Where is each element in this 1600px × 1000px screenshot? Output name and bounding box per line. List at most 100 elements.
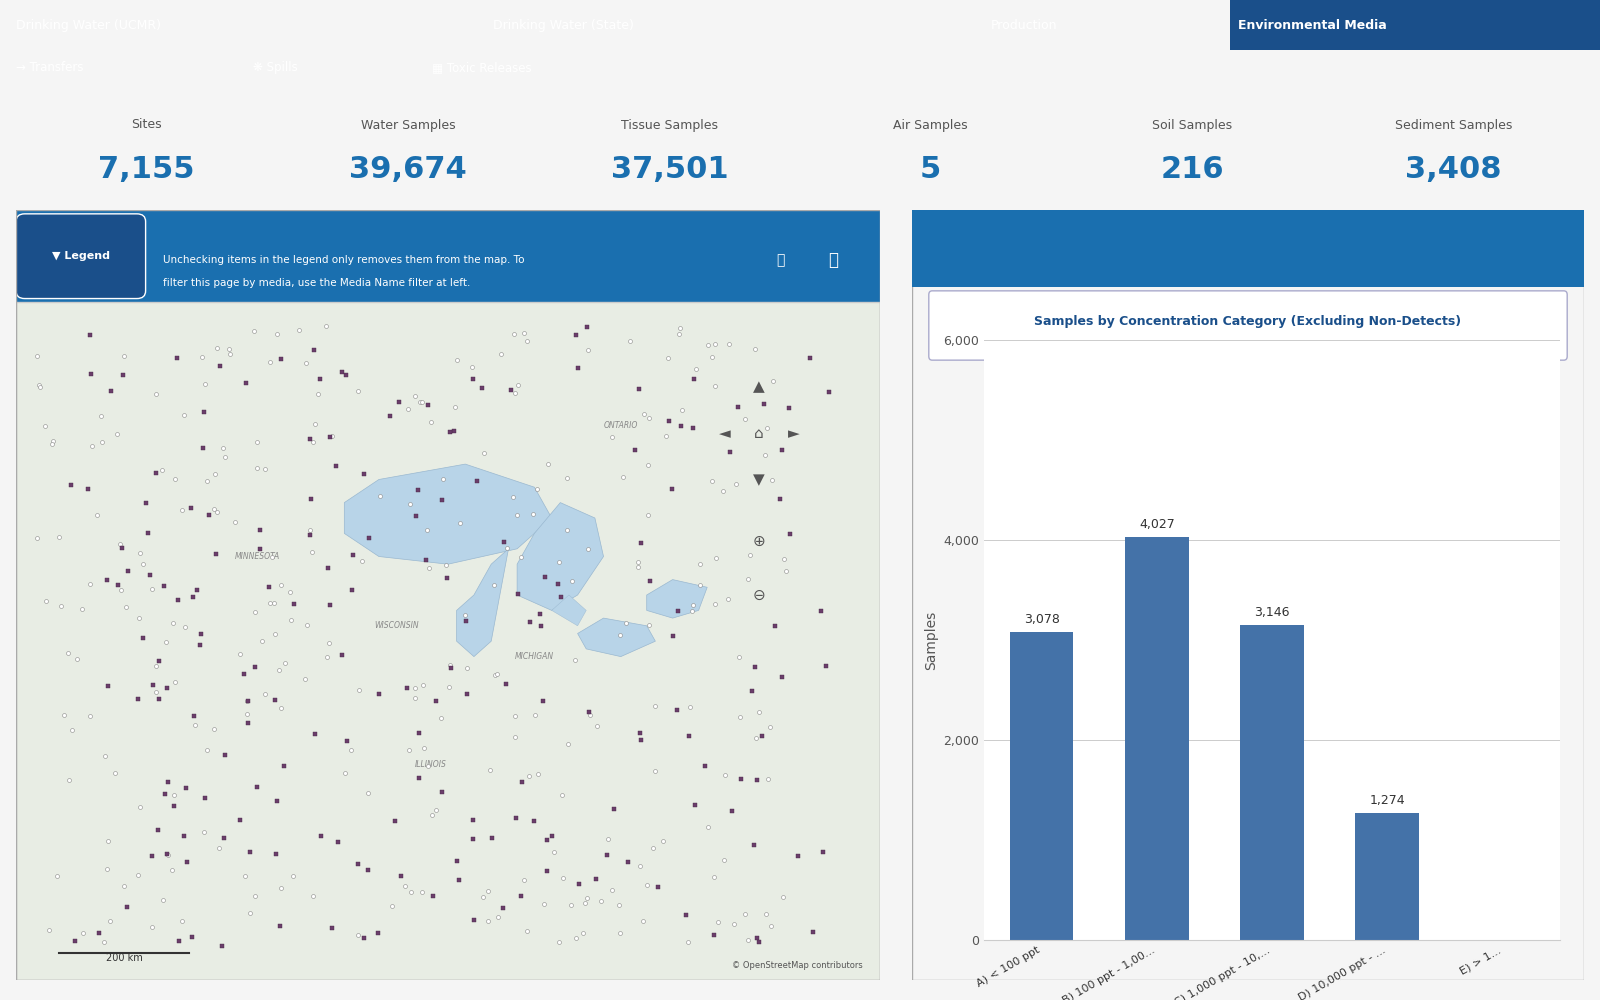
Point: [139, 848, 165, 864]
Point: [522, 707, 547, 723]
Point: [717, 336, 742, 352]
Point: [525, 481, 550, 497]
Point: [170, 502, 195, 518]
Point: [726, 399, 752, 415]
Point: [810, 844, 835, 860]
Point: [464, 473, 490, 489]
Point: [475, 883, 501, 899]
Point: [744, 730, 770, 746]
Point: [234, 375, 259, 391]
Point: [56, 772, 82, 788]
Point: [94, 572, 120, 588]
Point: [309, 828, 334, 844]
Point: [664, 603, 690, 619]
Point: [307, 371, 333, 387]
Point: [230, 666, 256, 682]
Point: [501, 326, 526, 342]
Point: [470, 889, 496, 905]
Point: [635, 507, 661, 523]
Point: [315, 635, 341, 651]
Point: [618, 333, 643, 349]
Point: [702, 336, 728, 352]
Point: [190, 824, 216, 840]
Point: [742, 659, 768, 675]
Point: [210, 440, 235, 456]
Point: [206, 358, 232, 374]
Point: [470, 445, 496, 461]
Point: [77, 327, 102, 343]
Point: [627, 858, 653, 874]
Point: [667, 320, 693, 336]
Point: [165, 592, 190, 608]
Point: [330, 364, 355, 380]
Point: [195, 473, 221, 489]
Point: [574, 890, 600, 906]
Point: [246, 522, 272, 538]
Point: [755, 420, 781, 436]
Point: [421, 888, 446, 904]
Point: [446, 872, 472, 888]
Point: [58, 477, 83, 493]
Point: [45, 868, 70, 884]
Point: [94, 833, 120, 849]
Point: [315, 649, 341, 665]
Point: [498, 382, 523, 398]
Point: [203, 546, 229, 562]
Polygon shape: [552, 595, 586, 626]
Point: [379, 898, 405, 914]
Point: [738, 547, 763, 563]
Point: [77, 708, 102, 724]
Text: ILLINOIS: ILLINOIS: [414, 760, 446, 769]
Text: 📷: 📷: [776, 253, 784, 267]
Point: [554, 470, 579, 486]
Point: [125, 867, 150, 883]
Point: [286, 322, 312, 338]
Point: [346, 383, 371, 399]
Point: [531, 569, 557, 585]
Point: [162, 674, 187, 690]
Point: [629, 732, 654, 748]
Point: [502, 708, 528, 724]
Point: [232, 868, 258, 884]
Point: [85, 507, 110, 523]
Point: [78, 438, 104, 454]
Point: [378, 408, 403, 424]
Point: [59, 722, 85, 738]
Point: [107, 536, 133, 552]
Point: [626, 381, 651, 397]
Point: [403, 508, 429, 524]
Point: [291, 671, 317, 687]
Point: [510, 872, 536, 888]
Point: [262, 692, 288, 708]
Point: [614, 854, 640, 870]
Point: [712, 767, 738, 783]
Y-axis label: Samples: Samples: [923, 610, 938, 670]
Point: [146, 653, 171, 669]
Point: [155, 680, 181, 696]
Point: [430, 471, 456, 487]
Point: [610, 469, 635, 485]
Bar: [1010, 632, 1074, 940]
Point: [245, 434, 270, 450]
Text: Water Samples: Water Samples: [360, 118, 456, 131]
Text: 3,146: 3,146: [1254, 606, 1290, 619]
Point: [155, 774, 181, 790]
Point: [251, 461, 277, 477]
Point: [520, 506, 546, 522]
Point: [422, 802, 448, 818]
Point: [755, 771, 781, 787]
Point: [694, 819, 720, 835]
Bar: [912, 210, 1584, 287]
Text: ⊖: ⊖: [752, 587, 765, 602]
Point: [387, 394, 413, 410]
Point: [24, 348, 50, 364]
Text: ⤢: ⤢: [829, 251, 838, 269]
Point: [746, 934, 771, 950]
Point: [442, 423, 467, 439]
Point: [162, 787, 187, 803]
Point: [366, 686, 392, 702]
Text: ONTARIO: ONTARIO: [603, 421, 638, 430]
Point: [187, 626, 213, 642]
Point: [434, 570, 459, 586]
Point: [139, 919, 165, 935]
